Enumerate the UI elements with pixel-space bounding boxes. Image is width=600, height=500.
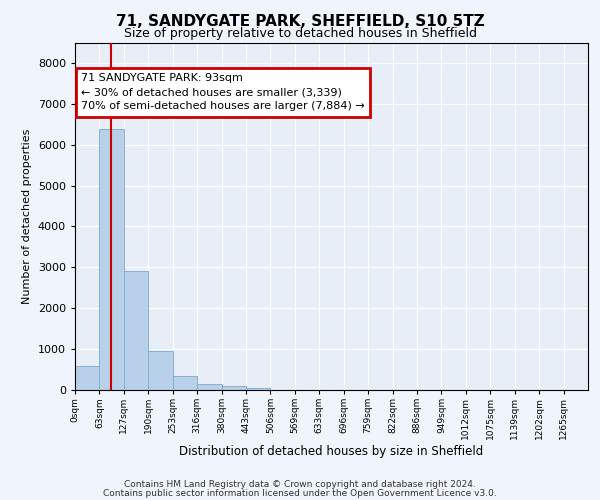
Bar [197,384,221,390]
Text: 71, SANDYGATE PARK, SHEFFIELD, S10 5TZ: 71, SANDYGATE PARK, SHEFFIELD, S10 5TZ [116,14,484,29]
Bar [100,129,124,390]
Bar [221,386,246,390]
X-axis label: Distribution of detached houses by size in Sheffield: Distribution of detached houses by size … [179,444,484,458]
Bar [173,376,197,390]
Bar [124,272,148,390]
Text: 71 SANDYGATE PARK: 93sqm
← 30% of detached houses are smaller (3,339)
70% of sem: 71 SANDYGATE PARK: 93sqm ← 30% of detach… [81,73,365,111]
Y-axis label: Number of detached properties: Number of detached properties [22,128,32,304]
Bar [148,351,173,390]
Text: Contains public sector information licensed under the Open Government Licence v3: Contains public sector information licen… [103,490,497,498]
Bar [75,366,100,390]
Text: Size of property relative to detached houses in Sheffield: Size of property relative to detached ho… [124,28,476,40]
Bar [246,388,271,390]
Text: Contains HM Land Registry data © Crown copyright and database right 2024.: Contains HM Land Registry data © Crown c… [124,480,476,489]
